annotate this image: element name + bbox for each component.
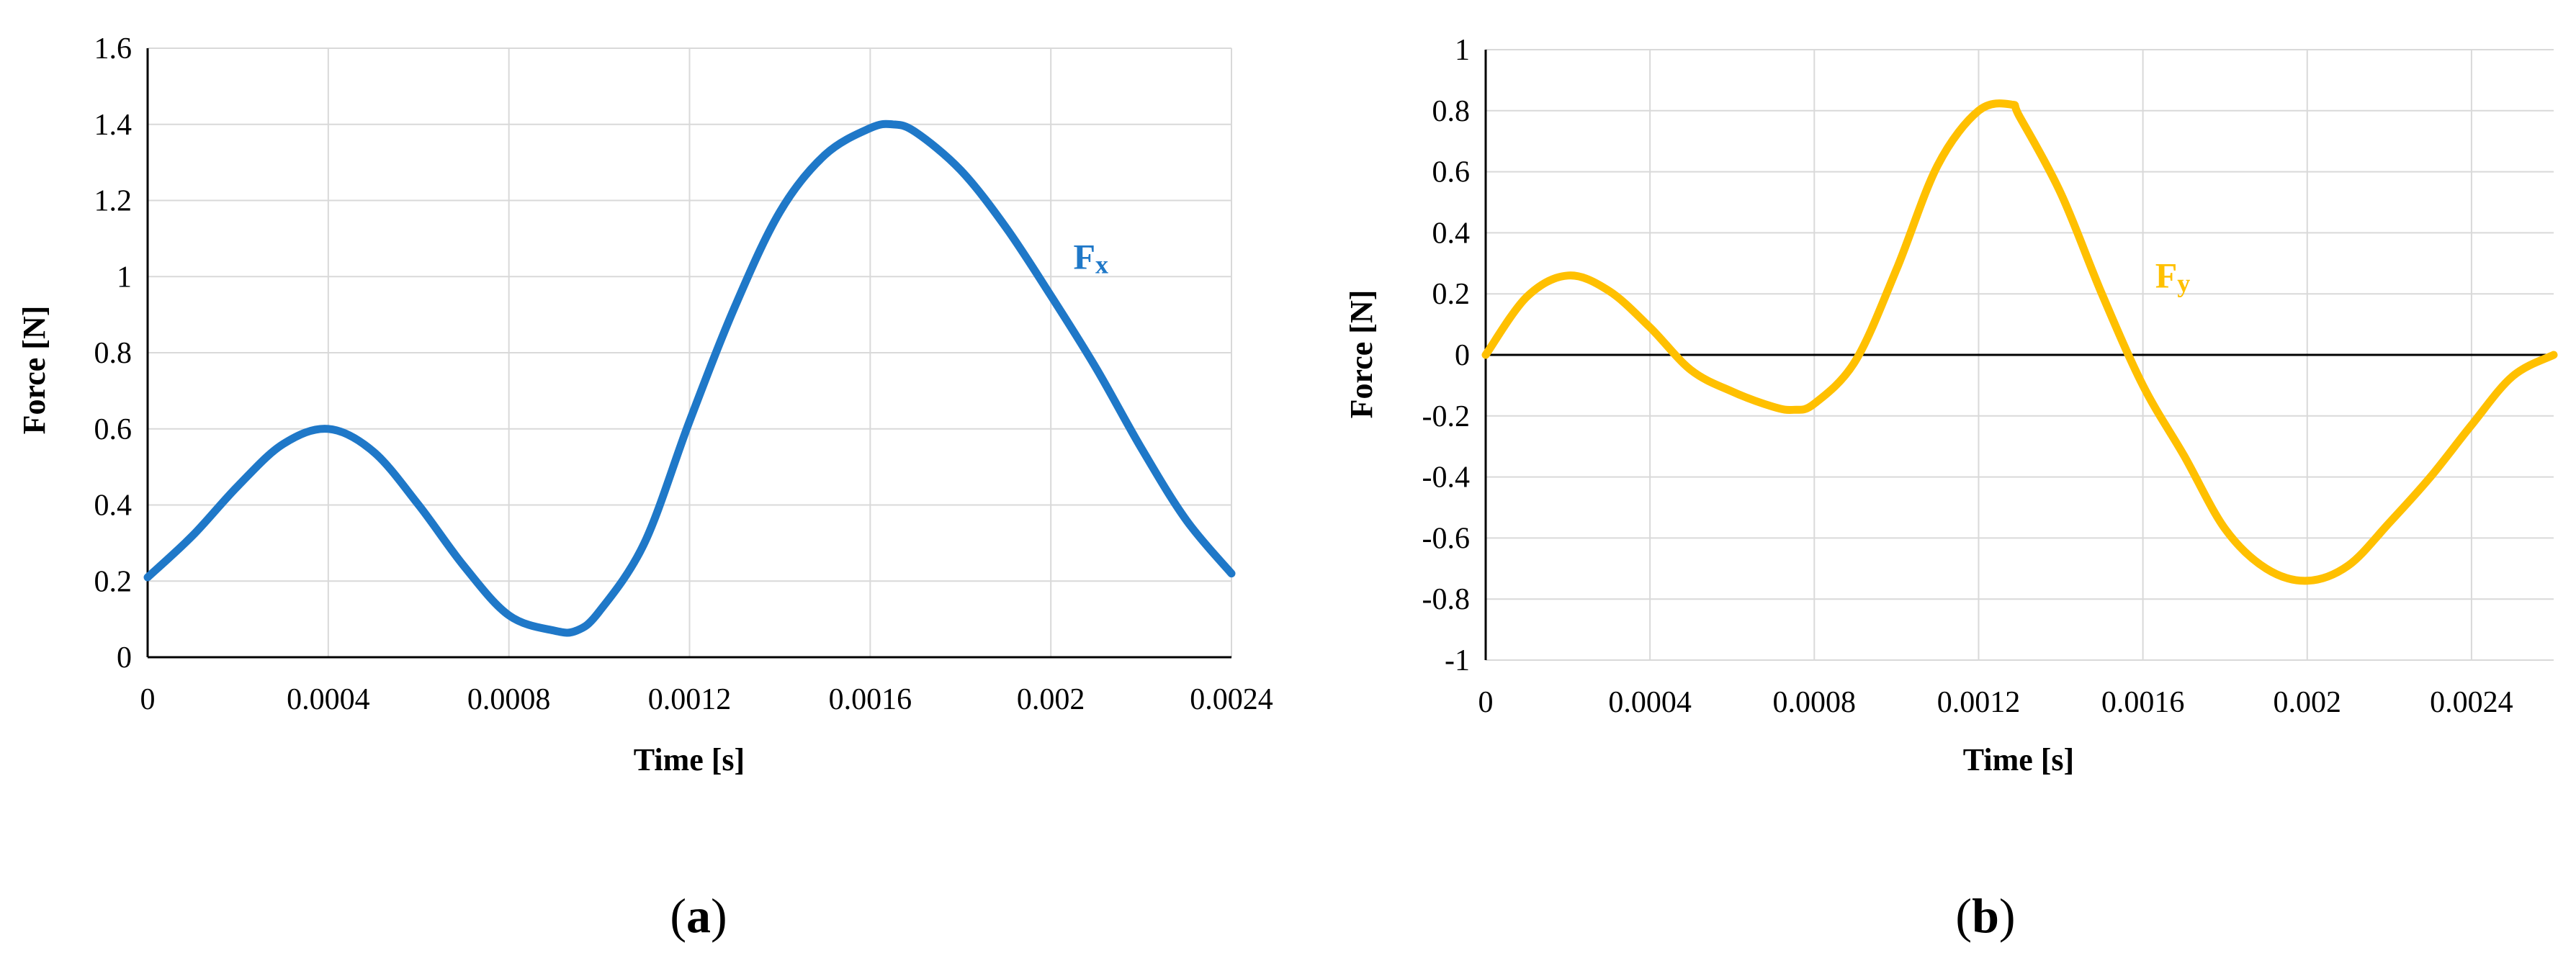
y-tick-label: 1.6 — [94, 32, 133, 66]
y-tick-label: 0.2 — [1432, 278, 1471, 311]
y-tick-label: 0.6 — [94, 413, 133, 446]
y-tick-label: 1 — [1455, 34, 1470, 67]
y-tick-label: 0.4 — [94, 489, 133, 523]
y-tick-label: 1 — [117, 261, 132, 294]
fx-label-sub: x — [1095, 251, 1108, 279]
chart-b-zero-line — [1484, 50, 2554, 660]
chart-a-ylabel: Force [N] — [17, 306, 52, 435]
chart-b-ylabel: Force [N] — [1344, 290, 1379, 419]
x-tick-label: 0.002 — [1017, 683, 1085, 716]
y-tick-label: 0.8 — [94, 337, 133, 370]
x-tick-label: 0.002 — [2274, 686, 2342, 719]
y-tick-label: 0.2 — [94, 565, 133, 598]
chart-a-series-label-fx: Fx — [1074, 237, 1109, 279]
y-tick-label: -1 — [1445, 644, 1470, 677]
x-tick-label: 0.0004 — [287, 683, 370, 716]
chart-a-gridlines — [147, 48, 1232, 658]
y-tick-label: 1.2 — [94, 185, 133, 218]
x-tick-label: 0.0024 — [1190, 683, 1273, 716]
series-line-fx — [143, 119, 1236, 637]
panel-label-b: (b) — [1955, 888, 2015, 943]
y-tick-label: 0.6 — [1432, 156, 1471, 189]
y-tick-label: 0 — [1455, 339, 1470, 372]
y-tick-label: 0 — [117, 641, 132, 674]
panel-label-a: (a) — [670, 888, 727, 943]
x-tick-label: 0.0004 — [1608, 686, 1692, 719]
chart-b: -1 -0.8 -0.6 -0.4 -0.2 0 0.2 0.4 0.6 0.8 1 0 0.0004 0… — [1344, 34, 2558, 943]
series-line-fy — [1481, 99, 2558, 585]
y-tick-label: -0.2 — [1422, 400, 1471, 433]
chart-a-zero-line — [146, 48, 1231, 659]
x-tick-label: 0.0012 — [648, 683, 732, 716]
chart-b-series — [1481, 99, 2558, 585]
chart-a: 0 0.2 0.4 0.6 0.8 1 1.2 1.4 1.6 0 0.0004 0.0008 0.00… — [17, 32, 1273, 943]
x-tick-label: 0 — [1478, 686, 1494, 719]
fx-label-main: F — [1074, 237, 1096, 277]
y-tick-label: -0.8 — [1422, 583, 1471, 616]
x-tick-label: 0 — [140, 683, 156, 716]
chart-a-series — [143, 119, 1236, 637]
y-tick-label: 0.4 — [1432, 217, 1471, 250]
x-tick-label: 0.0008 — [467, 683, 551, 716]
fy-label-sub: y — [2177, 269, 2190, 298]
x-tick-label: 0.0012 — [1937, 686, 2021, 719]
y-tick-label: -0.6 — [1422, 522, 1471, 555]
x-tick-label: 0.0008 — [1773, 686, 1857, 719]
x-tick-label: 0.0024 — [2430, 686, 2513, 719]
x-tick-label: 0.0016 — [2101, 686, 2185, 719]
chart-b-tick-labels: -1 -0.8 -0.6 -0.4 -0.2 0 0.2 0.4 0.6 0.8 1 0 0.0004 0… — [1422, 34, 2513, 719]
chart-b-xlabel: Time [s] — [1963, 742, 2074, 777]
chart-a-xlabel: Time [s] — [634, 742, 745, 777]
fy-label-main: F — [2155, 256, 2178, 296]
y-tick-label: 1.4 — [94, 109, 133, 142]
y-tick-label: 0.8 — [1432, 95, 1471, 128]
chart-b-series-label-fy: Fy — [2155, 256, 2191, 298]
y-tick-label: -0.4 — [1422, 461, 1471, 495]
chart-a-tick-labels: 0 0.2 0.4 0.6 0.8 1 1.2 1.4 1.6 0 0.0004 0.0008 0.00… — [94, 32, 1273, 716]
x-tick-label: 0.0016 — [829, 683, 912, 716]
